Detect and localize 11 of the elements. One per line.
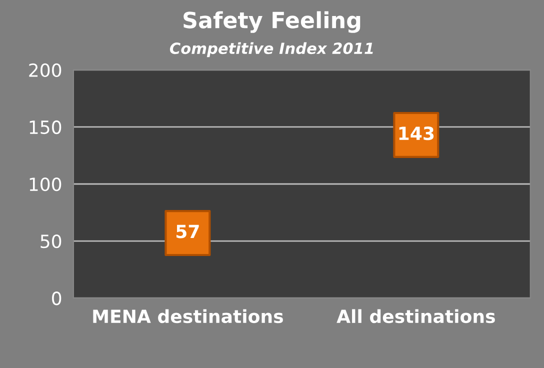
- data-label: 143: [399, 126, 434, 140]
- y-tick-label: 150: [30, 120, 62, 134]
- x-tick-label: MENA destinations: [93, 309, 283, 324]
- x-tick-label: All destinations: [336, 309, 495, 324]
- y-tick-label: 200: [29, 63, 62, 78]
- y-tick-label: 50: [40, 234, 62, 248]
- chart-title: Safety Feeling: [184, 11, 360, 33]
- y-tick-label: 0: [52, 292, 62, 306]
- data-label: 57: [176, 224, 199, 238]
- chart-subtitle: Competitive Index 2011: [170, 42, 373, 58]
- y-tick-label: 100: [30, 177, 62, 192]
